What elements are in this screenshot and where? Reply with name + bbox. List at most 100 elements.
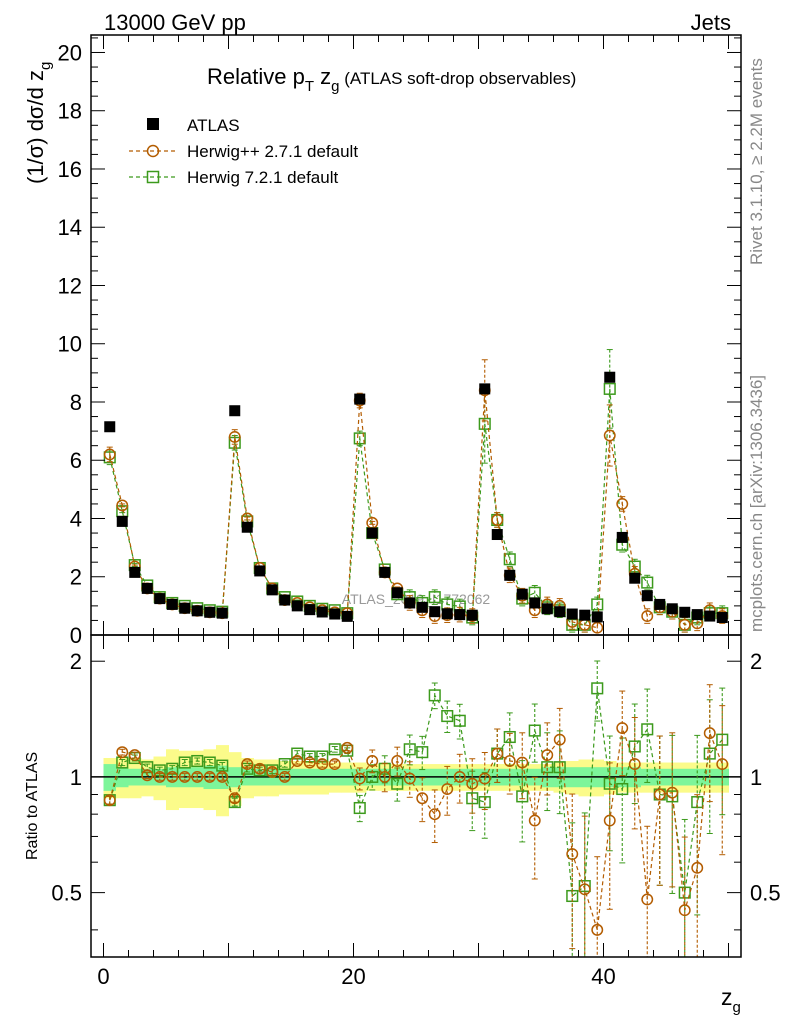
atlas-point	[491, 529, 503, 541]
ratio-frame-box	[90, 634, 742, 958]
ratio-herwigpp-point	[441, 783, 454, 795]
atlas-point	[566, 608, 578, 620]
ratio-herwig7-point	[553, 761, 566, 774]
ratio-frame	[90, 634, 742, 958]
atlas-point	[579, 609, 591, 621]
ratio-herwigpp-point	[628, 758, 641, 771]
atlas-point	[541, 603, 553, 615]
herwigpp-point	[603, 429, 616, 442]
ratio-y-tick-label: 2	[70, 649, 82, 674]
ratio-herwigpp-point	[253, 762, 266, 775]
ratio-herwigpp-point	[641, 893, 654, 906]
herwigpp-point	[641, 610, 654, 623]
ratio-herwig7-point	[391, 777, 404, 790]
atlas-point	[316, 606, 328, 618]
ratio-herwig7-point	[591, 682, 604, 695]
ratio-herwigpp-point	[153, 770, 166, 783]
atlas-point	[416, 601, 428, 613]
ratio-herwig7-point	[541, 761, 554, 774]
herwigpp-point	[616, 497, 629, 510]
atlas-point	[354, 393, 366, 405]
atlas-point	[104, 421, 116, 433]
atlas-point	[691, 609, 703, 621]
ratio-herwigpp-point	[478, 772, 491, 785]
atlas-point	[591, 611, 603, 623]
herwigpp-point	[491, 514, 504, 526]
atlas-point	[166, 598, 178, 610]
ratio-herwigpp-point	[228, 792, 241, 805]
ratio-herwigpp-point	[591, 923, 604, 936]
ratio-herwig7-point	[478, 796, 491, 809]
atlas-point	[679, 606, 691, 618]
ratio-herwigpp-point	[316, 758, 329, 771]
ratio-y-tick-label: 0.5	[51, 881, 82, 906]
ratio-herwigpp-point	[453, 770, 466, 783]
x-tick-label: 40	[591, 964, 615, 989]
atlas-point	[554, 606, 566, 618]
main-panel: ATLAS_2019_I1772062 0 2 4 6 8 10 12 14 16 18 20 Re…	[23, 34, 742, 648]
ratio-herwigpp-point	[141, 769, 154, 782]
main-title: Relative pT zg (ATLAS soft-drop observab…	[207, 64, 576, 95]
herwigpp-point	[103, 448, 116, 461]
main-y-tick-label: 14	[58, 215, 82, 240]
legend-marker-atlas	[147, 118, 159, 130]
herwig7-point	[478, 417, 491, 430]
ratio-herwig7-point	[428, 689, 441, 702]
atlas-point	[516, 588, 528, 600]
herwigpp-point	[228, 430, 241, 443]
ratio-herwigpp-point	[691, 861, 704, 874]
atlas-point	[454, 609, 466, 621]
atlas-point	[191, 605, 203, 617]
atlas-point	[529, 597, 541, 609]
ratio-herwigpp-point	[166, 770, 179, 783]
ratio-y-tick-label-right: 0.5	[750, 881, 781, 906]
herwig7-point	[641, 576, 654, 589]
atlas-point	[204, 606, 216, 618]
atlas-point	[366, 527, 378, 539]
ratio-herwig7-point	[666, 790, 679, 803]
atlas-point	[466, 609, 478, 621]
ratio-herwigpp-point	[566, 848, 579, 860]
ratio-herwig7-point	[203, 756, 216, 769]
x-tick-label: 20	[341, 964, 365, 989]
main-y-tick-label: 20	[58, 40, 82, 65]
ratio-herwigpp-point	[616, 722, 629, 735]
atlas-point	[654, 598, 666, 610]
herwig7-point	[603, 382, 616, 395]
main-y-axis-label: (1/σ) dσ/d zg	[23, 62, 54, 184]
main-y-tick-label: 6	[70, 448, 82, 473]
main-y-tick-label: 8	[70, 390, 82, 415]
legend-label-herwigpp: Herwig++ 2.7.1 default	[187, 142, 358, 161]
main-y-tick-label: 2	[70, 565, 82, 590]
mcplots-label: mcplots.cern.ch [arXiv:1306.3436]	[747, 375, 766, 632]
atlas-point	[229, 405, 241, 417]
main-y-tick-label: 18	[58, 99, 82, 124]
herwig7-line	[109, 388, 723, 626]
ratio-herwigpp-point	[528, 814, 541, 827]
x-axis-label: zg	[721, 984, 741, 1016]
atlas-point	[666, 603, 678, 615]
ratio-herwig7-point	[278, 758, 291, 771]
ratio-herwigpp-point	[653, 788, 666, 801]
ratio-herwig7-point	[516, 790, 529, 803]
main-y-tick-label: 0	[70, 623, 82, 648]
atlas-point	[504, 569, 516, 581]
ratio-herwig7-line	[109, 688, 723, 898]
main-y-tick-label: 10	[58, 332, 82, 357]
atlas-point	[141, 582, 153, 594]
atlas-point	[341, 610, 353, 622]
ratio-herwigpp-point	[203, 770, 216, 783]
ratio-herwig7-point	[453, 714, 466, 727]
herwigpp-point	[591, 621, 604, 634]
atlas-point	[391, 587, 403, 599]
herwig7-point	[591, 598, 604, 611]
ratio-herwigpp-point	[503, 755, 516, 767]
atlas-point	[616, 531, 628, 543]
atlas-point	[254, 565, 266, 577]
atlas-point	[304, 604, 316, 616]
ratio-herwigpp-point	[328, 758, 341, 771]
header-right: Jets	[691, 10, 731, 35]
ratio-herwig7-point	[191, 754, 204, 768]
atlas-point	[116, 515, 128, 527]
